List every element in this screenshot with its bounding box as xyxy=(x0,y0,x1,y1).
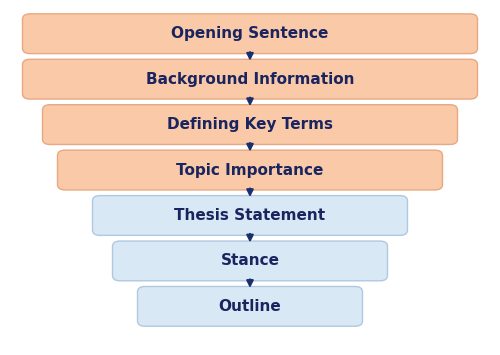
FancyBboxPatch shape xyxy=(22,14,477,54)
FancyBboxPatch shape xyxy=(42,105,458,144)
Text: Outline: Outline xyxy=(218,299,282,314)
Text: Thesis Statement: Thesis Statement xyxy=(174,208,326,223)
FancyBboxPatch shape xyxy=(58,150,442,190)
FancyBboxPatch shape xyxy=(112,241,388,281)
FancyBboxPatch shape xyxy=(138,286,362,326)
Text: Background Information: Background Information xyxy=(146,72,354,87)
Text: Stance: Stance xyxy=(220,253,280,268)
Text: Defining Key Terms: Defining Key Terms xyxy=(167,117,333,132)
Text: Topic Importance: Topic Importance xyxy=(176,163,324,178)
FancyBboxPatch shape xyxy=(92,196,407,235)
FancyBboxPatch shape xyxy=(22,59,477,99)
Text: Opening Sentence: Opening Sentence xyxy=(172,26,328,41)
